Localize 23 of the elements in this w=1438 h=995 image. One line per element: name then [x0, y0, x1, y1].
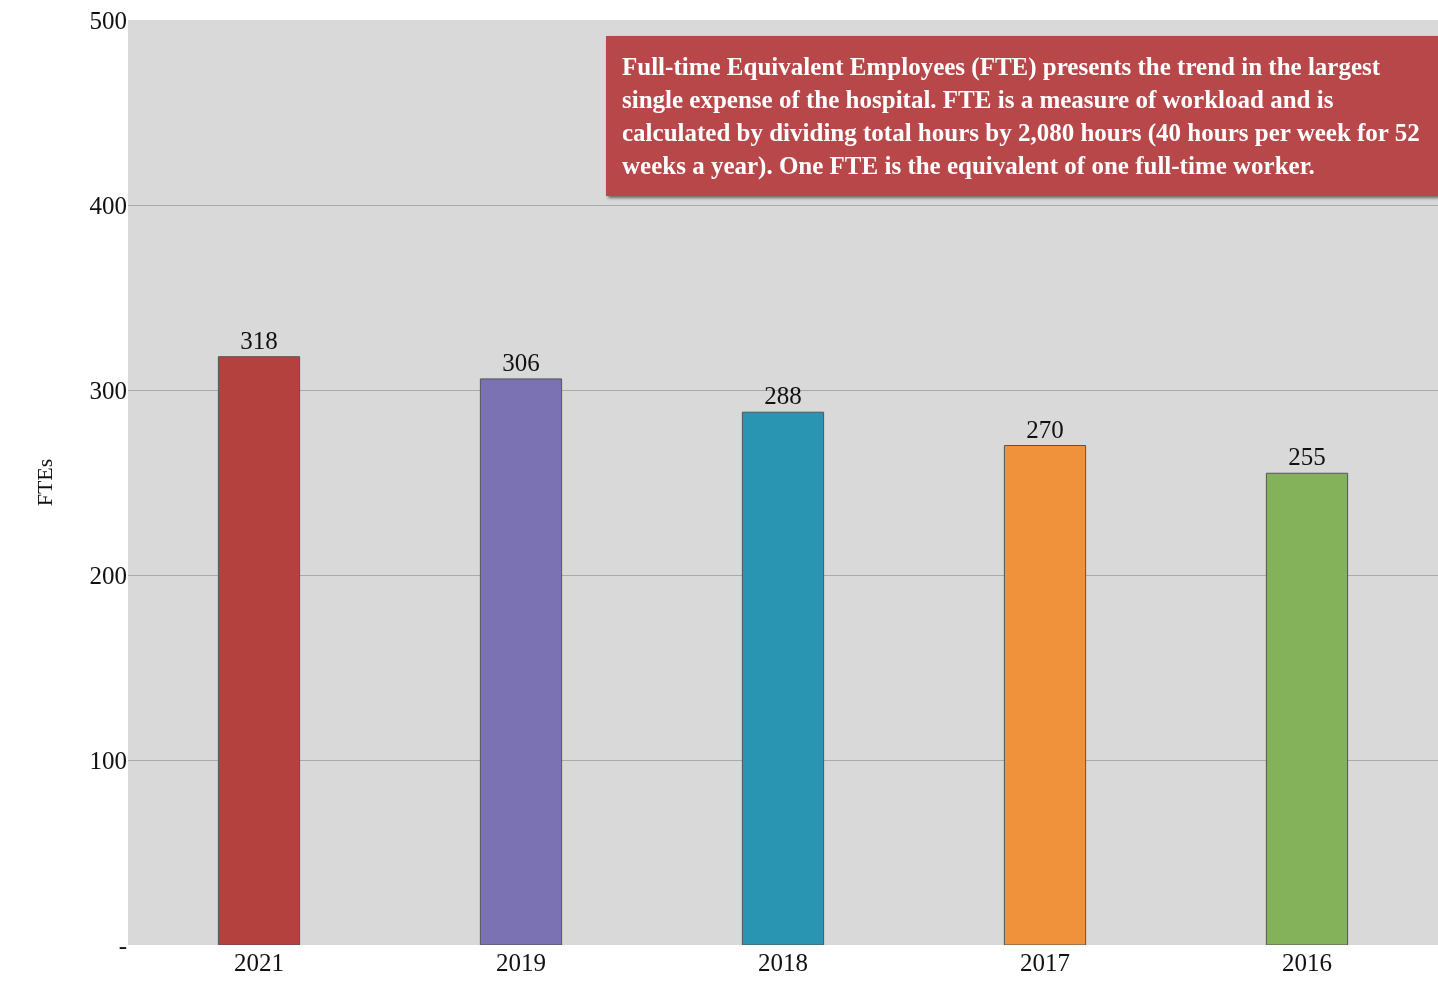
y-tick-label: 400: [89, 191, 127, 219]
x-tick-label: 2018: [758, 949, 808, 976]
data-label: 270: [1026, 415, 1064, 443]
data-label: 318: [240, 326, 278, 354]
y-tick-label: 100: [89, 746, 127, 774]
x-tick-label: 2019: [496, 949, 546, 976]
y-tick-label: 500: [89, 6, 127, 34]
x-tick-label: 2021: [234, 949, 284, 976]
bar: [217, 356, 301, 945]
bar: [1265, 472, 1349, 945]
data-label: 288: [764, 382, 802, 410]
bar: [1003, 445, 1087, 945]
annotation: Full-time Equivalent Employees (FTE) presents the trend in the largest single expense of the hospital. FTE is a measure of workload and is calculated by dividing total hours by 2,080 hours (40 hours per week for 52 weeks a year). One FTE is the equivalent of one full-time worker.: [606, 36, 1438, 196]
x-tick-label: 2016: [1282, 949, 1332, 976]
bar: [741, 411, 825, 945]
data-label: 306: [502, 348, 540, 376]
y-tick-label: 300: [89, 376, 127, 404]
y-tick-label: 200: [89, 561, 127, 589]
x-tick-label: 2017: [1020, 949, 1070, 976]
y-axis-title: FTEs: [32, 458, 58, 507]
bar: [479, 378, 563, 945]
data-label: 255: [1288, 443, 1326, 471]
y-tick-label: -: [118, 931, 127, 959]
